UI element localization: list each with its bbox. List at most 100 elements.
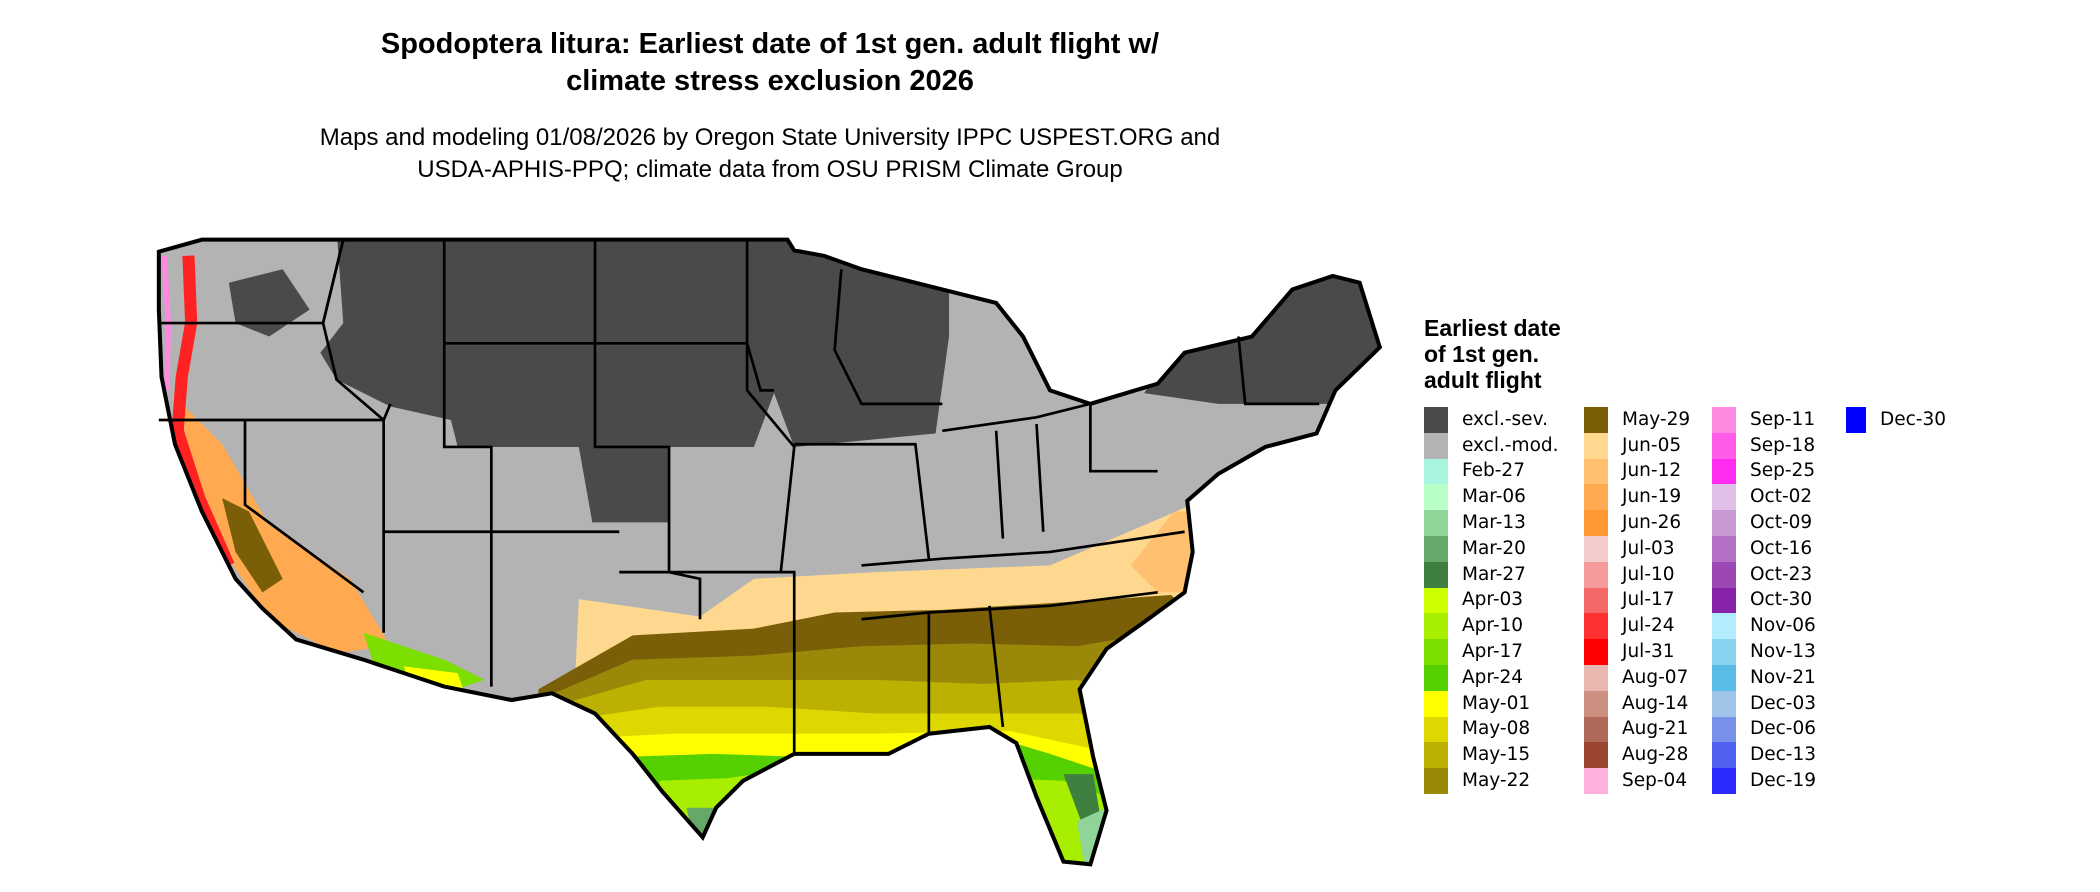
legend-item: May-22 (1424, 768, 1584, 794)
legend-column: Sep-11 Sep-18 Sep-25 Oct-02 Oct-09 Oct-16 Oct-… (1712, 407, 1846, 794)
legend-label: Jun-26 (1622, 512, 1682, 534)
legend-label: Dec-06 (1750, 718, 1817, 740)
legend-item: May-29 (1584, 407, 1712, 433)
legend-swatch (1424, 484, 1448, 511)
legend-item: Oct-23 (1712, 561, 1846, 588)
legend-item: Dec-30 (1846, 407, 1946, 433)
region-coast-red (171, 255, 235, 568)
legend-item: Oct-30 (1712, 587, 1846, 614)
legend-item: Jul-31 (1584, 639, 1712, 665)
legend-item: Dec-03 (1712, 690, 1846, 717)
region-ca-olive (222, 498, 283, 593)
legend-label: Jun-19 (1622, 486, 1682, 508)
legend-item: May-01 (1424, 690, 1584, 717)
legend-swatch (1712, 458, 1736, 485)
region-excl-sev-central (320, 239, 950, 523)
legend-label: Sep-04 (1622, 770, 1688, 792)
legend-item: May-08 (1424, 716, 1584, 743)
legend-item: Dec-13 (1712, 742, 1846, 769)
legend-label: Nov-06 (1750, 615, 1816, 637)
legend-label: Jun-05 (1622, 434, 1682, 456)
legend-label: Dec-13 (1750, 744, 1817, 766)
legend-swatch (1712, 664, 1736, 691)
legend-item: Mar-20 (1424, 535, 1584, 562)
legend-item: excl.-mod. (1424, 432, 1584, 459)
legend-label: Jul-03 (1622, 537, 1675, 559)
legend-item: May-15 (1424, 742, 1584, 769)
legend-columns: excl.-sev. excl.-mod. Feb-27 Mar-06 Mar-13 Ma… (1424, 407, 1946, 794)
legend-item: Apr-03 (1424, 587, 1584, 614)
legend-item: Feb-27 (1424, 458, 1584, 485)
legend-item: Apr-10 (1424, 613, 1584, 640)
legend-label: Dec-03 (1750, 692, 1817, 714)
legend-label: Aug-14 (1622, 692, 1689, 714)
legend-swatch (1424, 587, 1448, 614)
legend-swatch (1424, 535, 1448, 562)
legend-item: Aug-07 (1584, 664, 1712, 691)
legend-item: Jul-24 (1584, 613, 1712, 640)
legend-item: Jun-05 (1584, 432, 1712, 459)
legend-swatch (1424, 613, 1448, 640)
legend-title: Earliest date of 1st gen. adult flight (1424, 315, 1624, 393)
region-excl-sev-northeast (1144, 249, 1380, 404)
region-ca-valley (181, 403, 391, 653)
legend-swatch (1712, 561, 1736, 588)
legend: Earliest date of 1st gen. adult flight e… (1424, 315, 1946, 794)
legend-swatch (1424, 458, 1448, 485)
region-jun12 (1130, 511, 1205, 593)
legend-swatch (1584, 768, 1608, 794)
map-title: Spodoptera litura: Earliest date of 1st … (200, 26, 1340, 100)
legend-label: excl.-mod. (1462, 434, 1559, 456)
legend-swatch (1424, 432, 1448, 459)
legend-label: Jul-17 (1622, 589, 1675, 611)
legend-swatch (1424, 768, 1448, 794)
region-excl-sev-west (228, 269, 310, 337)
state-borders (159, 240, 1380, 865)
legend-label: May-01 (1462, 692, 1531, 714)
legend-swatch (1712, 768, 1736, 794)
legend-label: Apr-10 (1462, 615, 1524, 637)
region-apr10 (659, 767, 1212, 865)
legend-label: excl.-sev. (1462, 408, 1548, 430)
legend-label: May-15 (1462, 744, 1531, 766)
legend-label: Jul-10 (1622, 563, 1675, 585)
legend-label: Apr-03 (1462, 589, 1524, 611)
legend-title-line: adult flight (1424, 367, 1542, 393)
legend-swatch (1424, 510, 1448, 536)
legend-label: May-22 (1462, 770, 1531, 792)
legend-item: Jun-19 (1584, 484, 1712, 511)
legend-swatch (1712, 742, 1736, 769)
legend-label: Nov-13 (1750, 641, 1816, 663)
legend-label: Oct-16 (1750, 537, 1813, 559)
legend-label: Mar-13 (1462, 512, 1526, 534)
legend-swatch (1712, 484, 1736, 511)
map-title-line-1: Spodoptera litura: Earliest date of 1st … (380, 28, 1160, 60)
legend-swatch (1712, 535, 1736, 562)
legend-item: Aug-21 (1584, 716, 1712, 743)
legend-item: Jul-10 (1584, 561, 1712, 588)
legend-swatch (1584, 613, 1608, 640)
region-apr24 (632, 737, 1212, 865)
legend-label: Dec-30 (1879, 408, 1946, 430)
legend-item: Sep-18 (1712, 432, 1846, 459)
legend-label: Sep-25 (1750, 460, 1816, 482)
map-subtitle-line-2: USDA-APHIS-PPQ; climate data from OSU PR… (417, 156, 1123, 183)
legend-swatch (1584, 561, 1608, 588)
legend-swatch (1584, 716, 1608, 743)
legend-swatch (1584, 407, 1608, 433)
legend-item: Sep-04 (1584, 768, 1712, 794)
legend-swatch (1424, 639, 1448, 665)
legend-item: Mar-27 (1424, 561, 1584, 588)
legend-label: Sep-18 (1750, 434, 1816, 456)
legend-label: Aug-21 (1622, 718, 1689, 740)
legend-swatch (1846, 407, 1866, 433)
legend-swatch (1712, 639, 1736, 665)
legend-swatch (1712, 432, 1736, 459)
legend-label: Dec-19 (1750, 770, 1817, 792)
legend-label: May-08 (1462, 718, 1531, 740)
legend-label: Sep-11 (1750, 408, 1816, 430)
legend-item: Apr-24 (1424, 664, 1584, 691)
legend-item: Sep-11 (1712, 407, 1846, 433)
legend-swatch (1424, 561, 1448, 588)
